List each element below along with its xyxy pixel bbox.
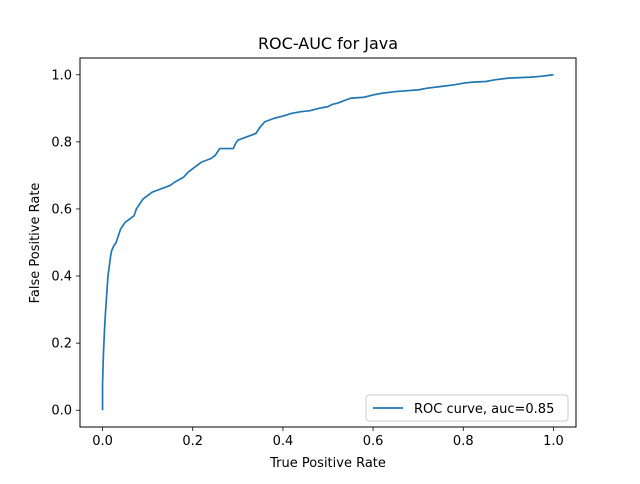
y-tick-label: 1.0 (51, 68, 72, 83)
y-tick-label: 0.2 (51, 337, 72, 352)
y-axis-label: False Positive Rate (28, 183, 43, 304)
y-tick-label: 0.4 (51, 270, 72, 285)
x-tick-label: 0.0 (92, 434, 113, 449)
y-tick-label: 0.6 (51, 202, 72, 217)
plot-frame (79, 57, 577, 428)
roc-curve-line (101, 73, 554, 411)
y-tick-label: 0.8 (51, 135, 72, 150)
x-tick-label: 0.2 (182, 434, 203, 449)
x-tick-label: 0.8 (453, 434, 474, 449)
y-tick-label: 0.0 (51, 404, 72, 419)
x-axis-label: True Positive Rate (269, 456, 386, 471)
legend: ROC curve, auc=0.85 (365, 394, 569, 422)
chart-title: ROC-AUC for Java (258, 34, 398, 53)
y-axis: 0.0 0.2 0.4 0.6 0.8 1.0 (51, 68, 80, 419)
x-axis: 0.0 0.2 0.4 0.6 0.8 1.0 (92, 427, 564, 449)
legend-label: ROC curve, auc=0.85 (414, 402, 554, 417)
x-tick-label: 0.4 (273, 434, 294, 449)
legend-box (365, 394, 569, 422)
series-layer (101, 73, 554, 411)
x-tick-label: 0.6 (363, 434, 384, 449)
x-tick-label: 1.0 (543, 434, 564, 449)
